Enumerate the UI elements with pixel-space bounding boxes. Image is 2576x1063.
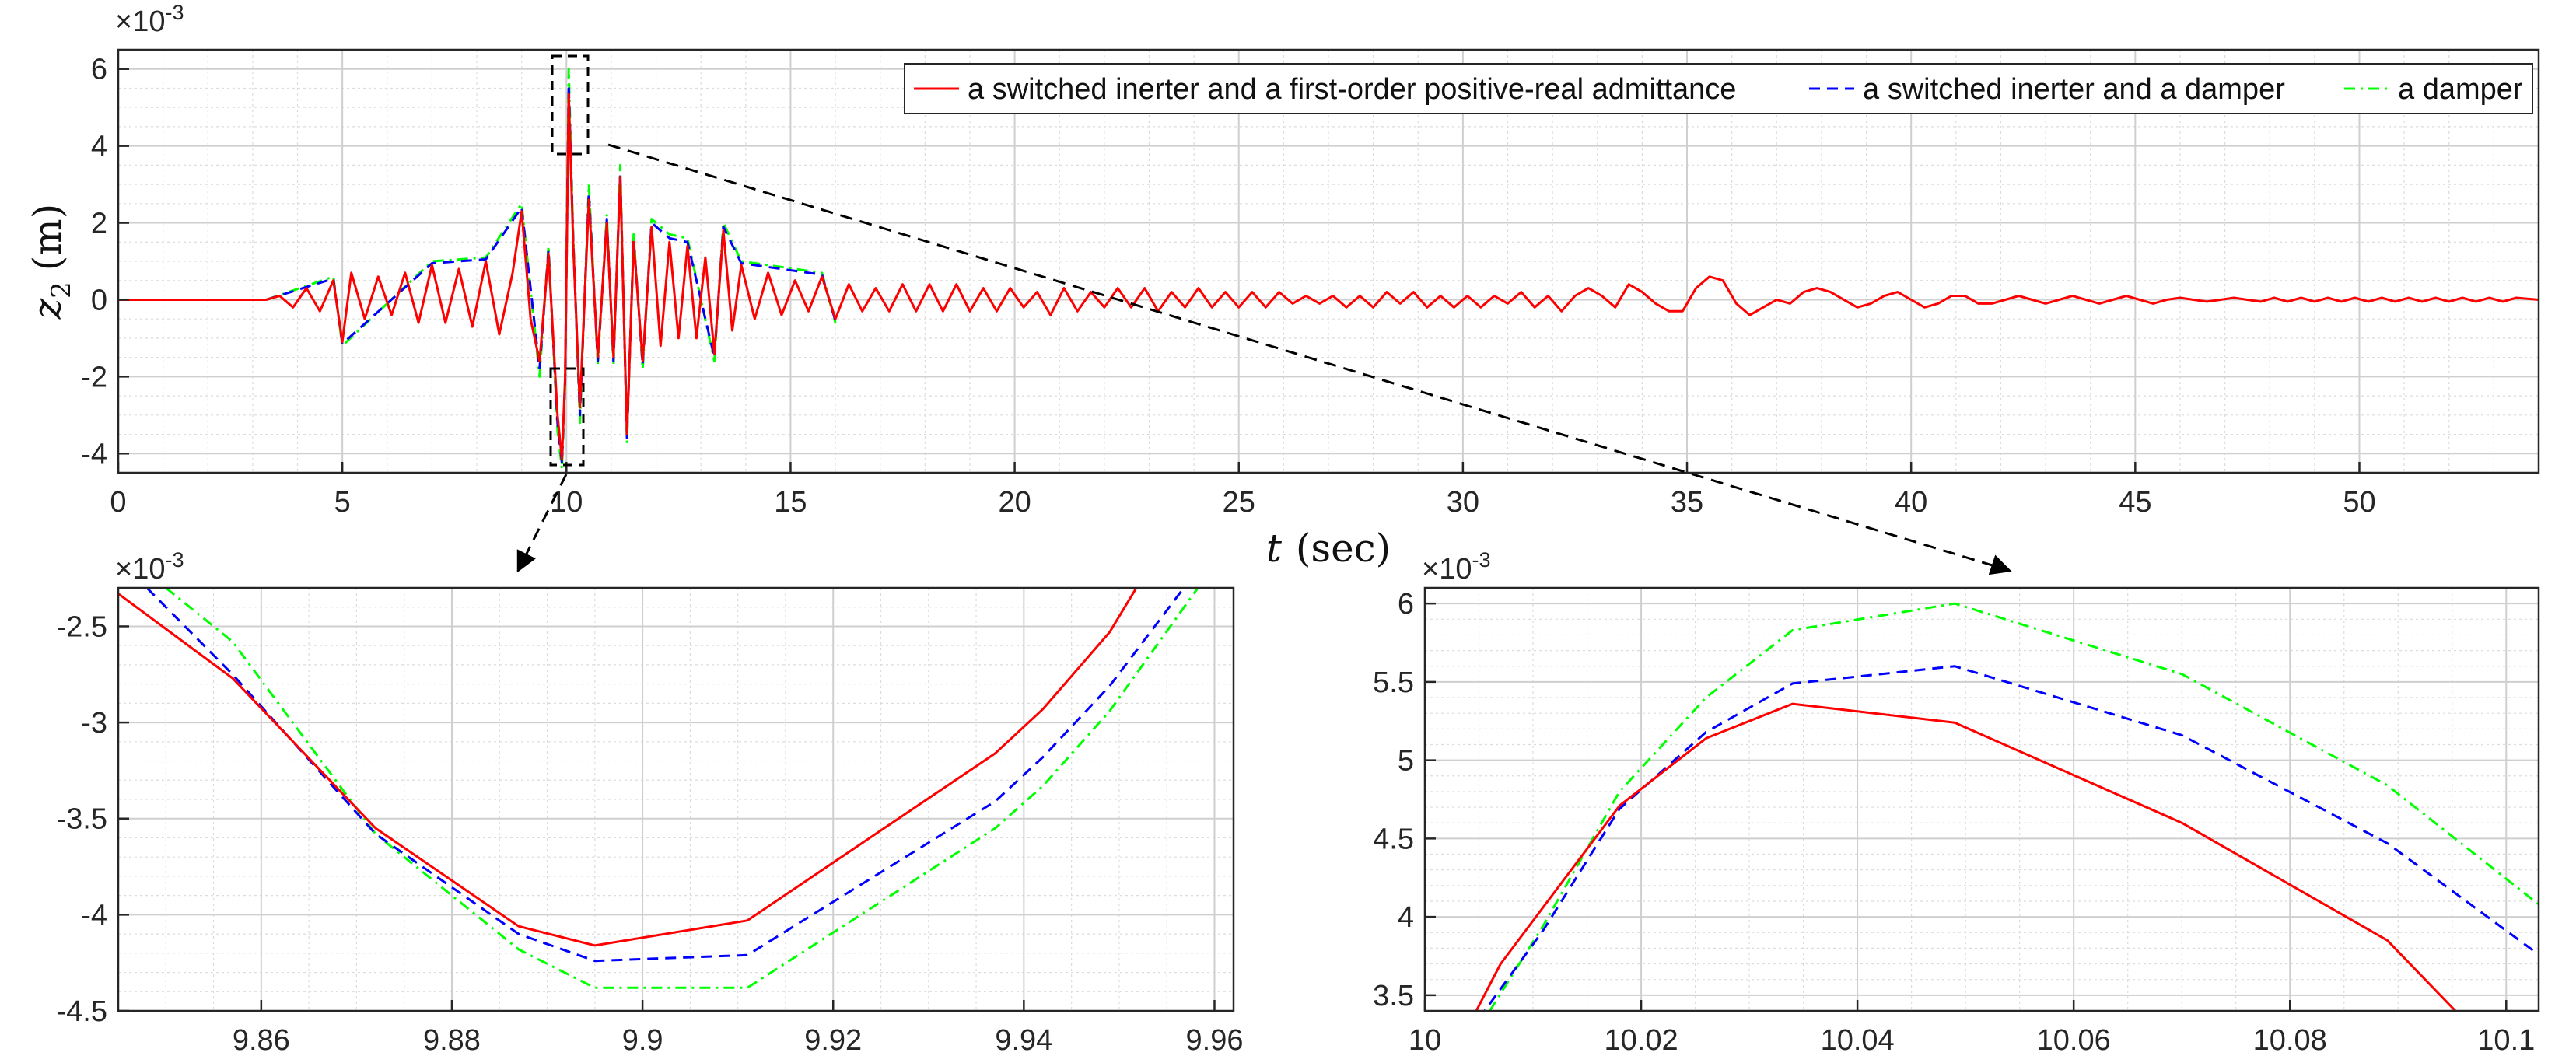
legend-box (904, 63, 2533, 114)
x-tick-label: 10 (1409, 1024, 1441, 1057)
zoom-arrow-min (516, 474, 568, 573)
x-tick-label: 9.92 (804, 1024, 862, 1057)
x-tick-label: 45 (2119, 486, 2151, 519)
zoom-max-grid (1424, 587, 2539, 1012)
legend-label-red: a switched inerter and a first-order pos… (968, 73, 1736, 106)
y-tick-label: 6 (91, 54, 107, 86)
x-tick-label: 10.1 (2477, 1024, 2535, 1057)
x-tick-label: 25 (1223, 486, 1255, 519)
y-tick-label: 5.5 (1373, 666, 1414, 699)
x-tick-label: 15 (774, 486, 807, 519)
y-tick-label: 5 (1398, 745, 1414, 778)
x-tick-label: 30 (1447, 486, 1479, 519)
x-tick-label: 10.06 (2037, 1024, 2111, 1057)
legend-entry-blue: a switched inerter and a damper (1809, 73, 2285, 106)
zoom-arrowhead-max (1988, 554, 2012, 575)
x-tick-label: 9.94 (995, 1024, 1052, 1057)
series-line-red (118, 93, 2539, 461)
series-line-blue (1482, 665, 2539, 1011)
y-tick-label: -2.5 (57, 610, 107, 643)
zoom-max-axes-box (1423, 586, 2540, 1012)
x-axis-label: t (sec) (1266, 526, 1391, 571)
zoom-max-y-multiplier: ×10-3 (1422, 548, 1490, 586)
x-tick-label: 40 (1895, 486, 1927, 519)
svg-text:z2(m): z2(m) (25, 204, 77, 320)
series-line-blue (145, 588, 1185, 963)
main-plot-panel: 0 5 10 15 20 25 30 35 40 45 50 -4 -2 0 2 4 6 ×10-3 z2(m)… (25, 1, 2540, 571)
zoom-box-min (549, 367, 585, 467)
x-tick-label: 50 (2343, 486, 2375, 519)
legend-entry-green: a damper (2344, 73, 2523, 106)
y-tick-label: 3.5 (1373, 980, 1414, 1012)
zoom-min-panel: 9.86 9.88 9.9 9.92 9.94 9.96-4.5-4-3.5-3-2.5 … (57, 548, 1244, 1057)
zoom-max-series (1475, 602, 2539, 1011)
x-tick-label: 5 (334, 486, 351, 519)
x-tick-label: 35 (1671, 486, 1703, 519)
legend: a switched inerter and a first-order pos… (904, 63, 2533, 114)
zoom-box-max (551, 54, 590, 156)
y-tick-label: -3.5 (57, 803, 107, 836)
y-tick-label: 2 (91, 208, 107, 240)
x-tick-label: 9.96 (1186, 1024, 1244, 1057)
x-tick-label: 9.88 (423, 1024, 481, 1057)
series-line-red (1475, 702, 2458, 1011)
series-line-green (1489, 602, 2539, 1011)
x-tick-label: 10.02 (1605, 1024, 1678, 1057)
zoom-min-y-multiplier: ×10-3 (115, 548, 184, 586)
x-tick-label: 10.04 (1821, 1024, 1895, 1057)
series-line-red (118, 588, 1138, 947)
main-y-multiplier: ×10-3 (115, 1, 184, 38)
y-tick-label: 6 (1398, 588, 1414, 621)
x-tick-label: 10.08 (2253, 1024, 2327, 1057)
zoom-max-plot-area (1425, 588, 2539, 1011)
x-tick-label: 9.9 (622, 1024, 663, 1057)
y-axis-label: z2(m) (25, 204, 77, 320)
zoom-max-ticks: 10 10.02 10.04 10.06 10.08 10.1 3.5 4 4.5 5 5.5 6 (1373, 588, 2535, 1057)
zoom-min-series (118, 588, 1200, 989)
main-ticks: 0 5 10 15 20 25 30 35 40 45 50 -4 -2 0 2 4 6 (81, 54, 2375, 519)
zoom-arrow-max (607, 143, 2006, 571)
y-tick-label: 4.5 (1373, 823, 1414, 855)
zoom-min-axes-box (117, 586, 1235, 1012)
x-tick-label: 0 (110, 486, 126, 519)
x-tick-label: 10 (550, 486, 583, 519)
y-tick-label: -3 (81, 707, 107, 740)
legend-entry-red: a switched inerter and a first-order pos… (914, 73, 1736, 106)
x-tick-label: 20 (998, 486, 1031, 519)
main-axes-box (117, 48, 2540, 474)
legend-label-blue: a switched inerter and a damper (1863, 73, 2285, 106)
legend-label-green: a damper (2398, 73, 2523, 106)
x-tick-label: 9.86 (233, 1024, 290, 1057)
main-series (118, 68, 2539, 470)
y-tick-label: 0 (91, 284, 107, 316)
y-tick-label: -4.5 (57, 995, 107, 1028)
y-tick-label: 4 (1398, 901, 1414, 934)
y-tick-label: -2 (81, 361, 107, 393)
y-tick-label: 4 (91, 131, 107, 163)
y-tick-label: -4 (81, 438, 107, 470)
zoom-min-ticks: 9.86 9.88 9.9 9.92 9.94 9.96 -4.5 -4 -3.5 -3 -2.5 (57, 610, 1244, 1057)
zoom-max-panel: 10 10.02 10.04 10.06 10.08 10.1 3.5 4 4.5 5 5.5 6 ×… (1373, 548, 2540, 1057)
y-tick-label: -4 (81, 899, 107, 932)
